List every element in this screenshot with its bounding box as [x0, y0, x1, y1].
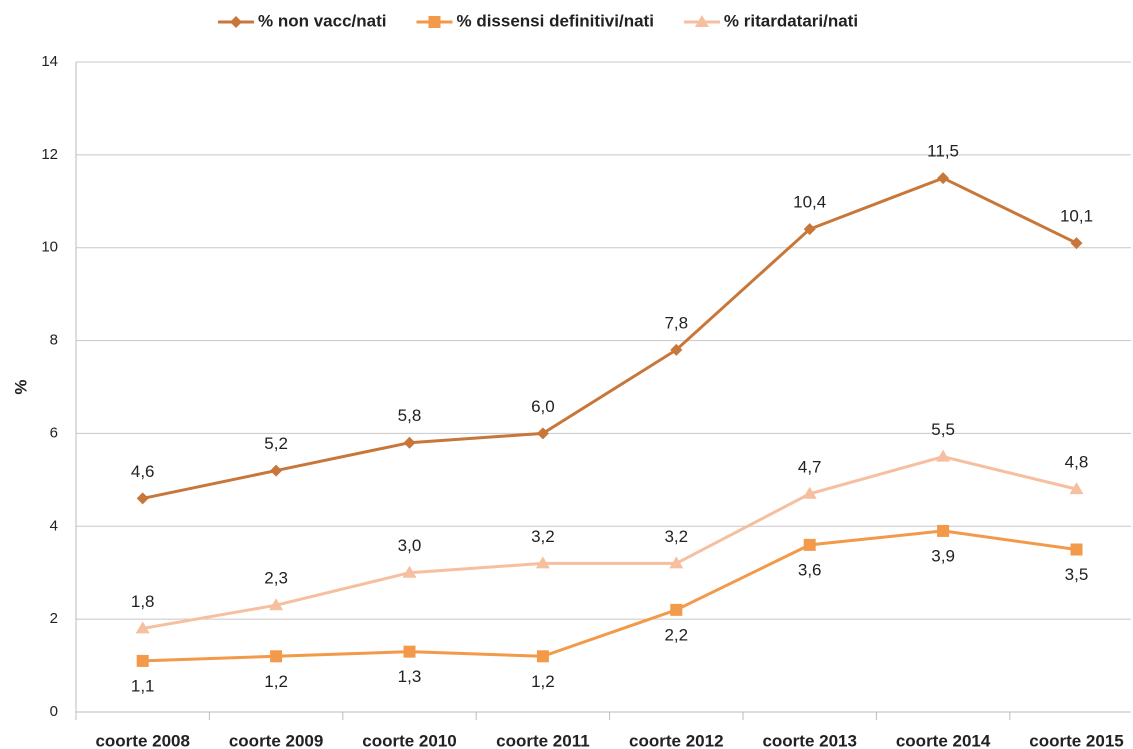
y-tick-label: 0 [50, 703, 58, 720]
data-point [402, 565, 417, 578]
data-label: 3,6 [798, 560, 822, 579]
data-point [136, 654, 149, 667]
data-label: 10,1 [1060, 207, 1093, 226]
y-tick-label: 4 [50, 517, 58, 534]
x-tick-label: coorte 2010 [362, 731, 457, 749]
data-label: 5,8 [398, 406, 422, 425]
data-label: 2,2 [664, 625, 688, 644]
data-label: 4,6 [131, 462, 155, 481]
data-label: 2,3 [264, 569, 288, 588]
legend-label: % non vacc/nati [258, 11, 386, 30]
data-label: 4,8 [1065, 453, 1089, 472]
data-label: 7,8 [664, 313, 688, 332]
data-point [270, 464, 283, 477]
data-point [937, 172, 950, 185]
data-point [270, 650, 283, 663]
series-line [142, 455, 1077, 630]
y-tick-label: 8 [50, 332, 58, 349]
data-point [403, 645, 416, 658]
data-point [403, 436, 416, 449]
data-label: 1,2 [531, 672, 555, 691]
data-label: 3,5 [1065, 565, 1089, 584]
y-tick-label: 6 [50, 424, 58, 441]
x-tick-label: coorte 2011 [496, 731, 590, 749]
data-label: 3,2 [664, 527, 688, 546]
data-point [1069, 482, 1084, 495]
data-point [803, 223, 816, 236]
data-point [937, 524, 950, 537]
x-tick-label: coorte 2009 [229, 731, 324, 749]
x-tick-label: coorte 2015 [1029, 731, 1124, 749]
x-tick-label: coorte 2012 [629, 731, 724, 749]
legend-marker [230, 16, 242, 28]
data-label: 10,4 [793, 193, 826, 212]
data-label: 6,0 [531, 397, 555, 416]
data-label: 1,8 [131, 592, 155, 611]
legend-item: % ritardatari/nati [683, 11, 858, 30]
y-tick-label: 2 [50, 610, 58, 627]
x-tick-label: coorte 2013 [762, 731, 857, 749]
legend-label: % ritardatari/nati [724, 11, 858, 30]
x-tick-label: coorte 2008 [95, 731, 190, 749]
data-label: 1,3 [398, 667, 422, 686]
y-tick-label: 12 [41, 146, 58, 163]
data-label: 3,9 [931, 546, 955, 565]
legend-item: % non vacc/nati [218, 11, 386, 30]
data-point [136, 492, 149, 505]
y-tick-label: 10 [41, 239, 58, 256]
data-label: 3,0 [398, 536, 422, 555]
data-point [269, 598, 284, 611]
legend-item: % dissensi definitivi/nati [416, 11, 654, 30]
data-point [802, 486, 817, 499]
data-label: 1,1 [131, 676, 155, 695]
data-label: 5,2 [264, 434, 288, 453]
data-point [803, 538, 816, 551]
legend-label: % dissensi definitivi/nati [456, 11, 653, 30]
y-axis-label: % [11, 379, 30, 394]
legend-marker [428, 16, 441, 28]
data-point [1070, 237, 1083, 250]
data-label: 11,5 [927, 142, 959, 161]
data-point [536, 427, 549, 440]
data-point [670, 603, 683, 616]
data-label: 3,2 [531, 527, 555, 546]
data-label: 5,5 [931, 420, 955, 439]
data-point [670, 343, 683, 356]
data-point [535, 556, 550, 569]
data-point [1070, 543, 1083, 556]
y-tick-label: 14 [41, 53, 58, 70]
data-point [135, 621, 150, 634]
x-tick-label: coorte 2014 [896, 731, 991, 749]
legend-marker [694, 15, 709, 27]
data-point [936, 449, 951, 462]
series-line [142, 529, 1077, 663]
data-label: 4,7 [798, 457, 822, 476]
data-point [536, 650, 549, 663]
data-label: 1,2 [264, 672, 288, 691]
series-line [142, 176, 1078, 500]
data-point [669, 556, 684, 569]
